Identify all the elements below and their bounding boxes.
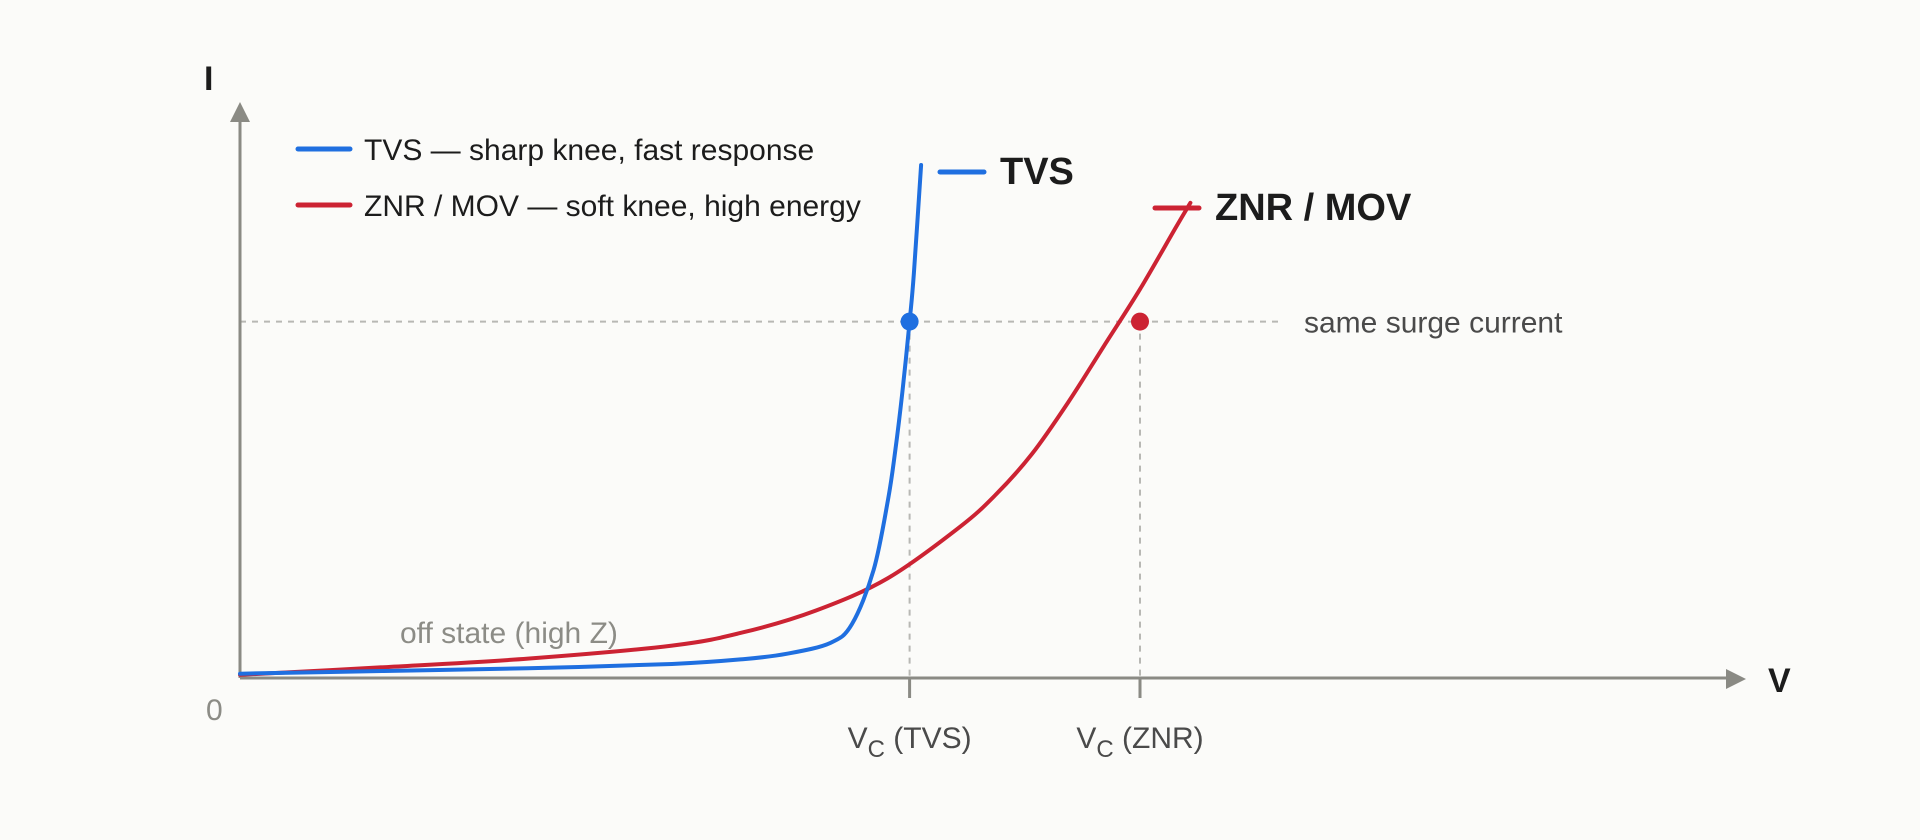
series-line-tvs bbox=[238, 163, 924, 676]
x-tick-label-0: VC (TVS) bbox=[848, 722, 972, 763]
marker-point-1 bbox=[1131, 312, 1149, 331]
reference-line-label: same surge current bbox=[1304, 307, 1563, 340]
markers bbox=[900, 312, 1149, 331]
guide-lines bbox=[240, 320, 1280, 678]
origin-label: 0 bbox=[206, 694, 223, 727]
x-tick-label-1: VC (ZNR) bbox=[1076, 722, 1203, 763]
labels: same surge current V I 0 VC (TVS) VC (ZNR) TVS… bbox=[204, 60, 1791, 763]
legend-label-1: ZNR / MOV — soft knee, high energy bbox=[364, 190, 861, 223]
series-end-label-1: ZNR / MOV bbox=[1215, 187, 1412, 229]
axes bbox=[230, 102, 1746, 698]
annotation-0: off state (high Z) bbox=[400, 617, 618, 650]
series-end-label-0: TVS bbox=[1000, 151, 1074, 193]
legend-label-0: TVS — sharp knee, fast response bbox=[364, 134, 814, 167]
series-line-znr-mov bbox=[238, 200, 1193, 677]
y-axis-arrow bbox=[230, 102, 250, 122]
x-axis-title: V bbox=[1768, 662, 1791, 700]
curves bbox=[238, 163, 1193, 677]
y-axis-title: I bbox=[204, 60, 213, 98]
marker-point-0 bbox=[900, 312, 919, 331]
x-axis-arrow bbox=[1726, 669, 1746, 689]
